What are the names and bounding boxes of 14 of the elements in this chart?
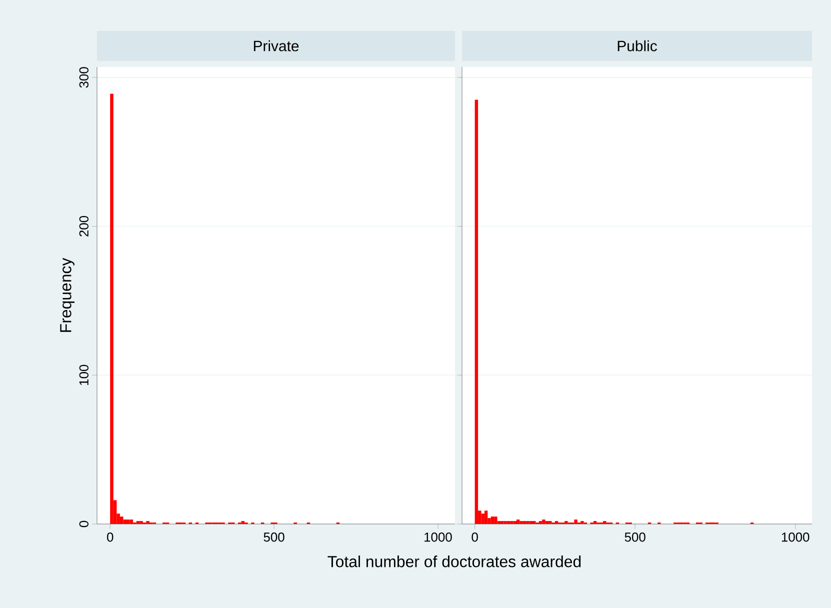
y-tick-label: 100 (79, 364, 88, 385)
chart-title: Private (254, 40, 299, 52)
x-tick-label: 0 (107, 532, 114, 542)
x-tick-label: 500 (624, 532, 646, 542)
x-tick-label: 500 (264, 532, 284, 542)
x-tick-label: 1000 (782, 532, 810, 542)
x-tick-label: 0 (472, 532, 478, 542)
x-tick-label: 1000 (424, 532, 452, 542)
y-tick-label: 200 (79, 216, 88, 236)
y-tick-label: 0 (79, 520, 88, 528)
chart-title: Public (618, 40, 657, 52)
x-axis-title: Total number of doctorates awarded (328, 556, 581, 568)
y-axis-title: Frequency (60, 258, 74, 332)
y-tick-label: 300 (79, 67, 88, 88)
